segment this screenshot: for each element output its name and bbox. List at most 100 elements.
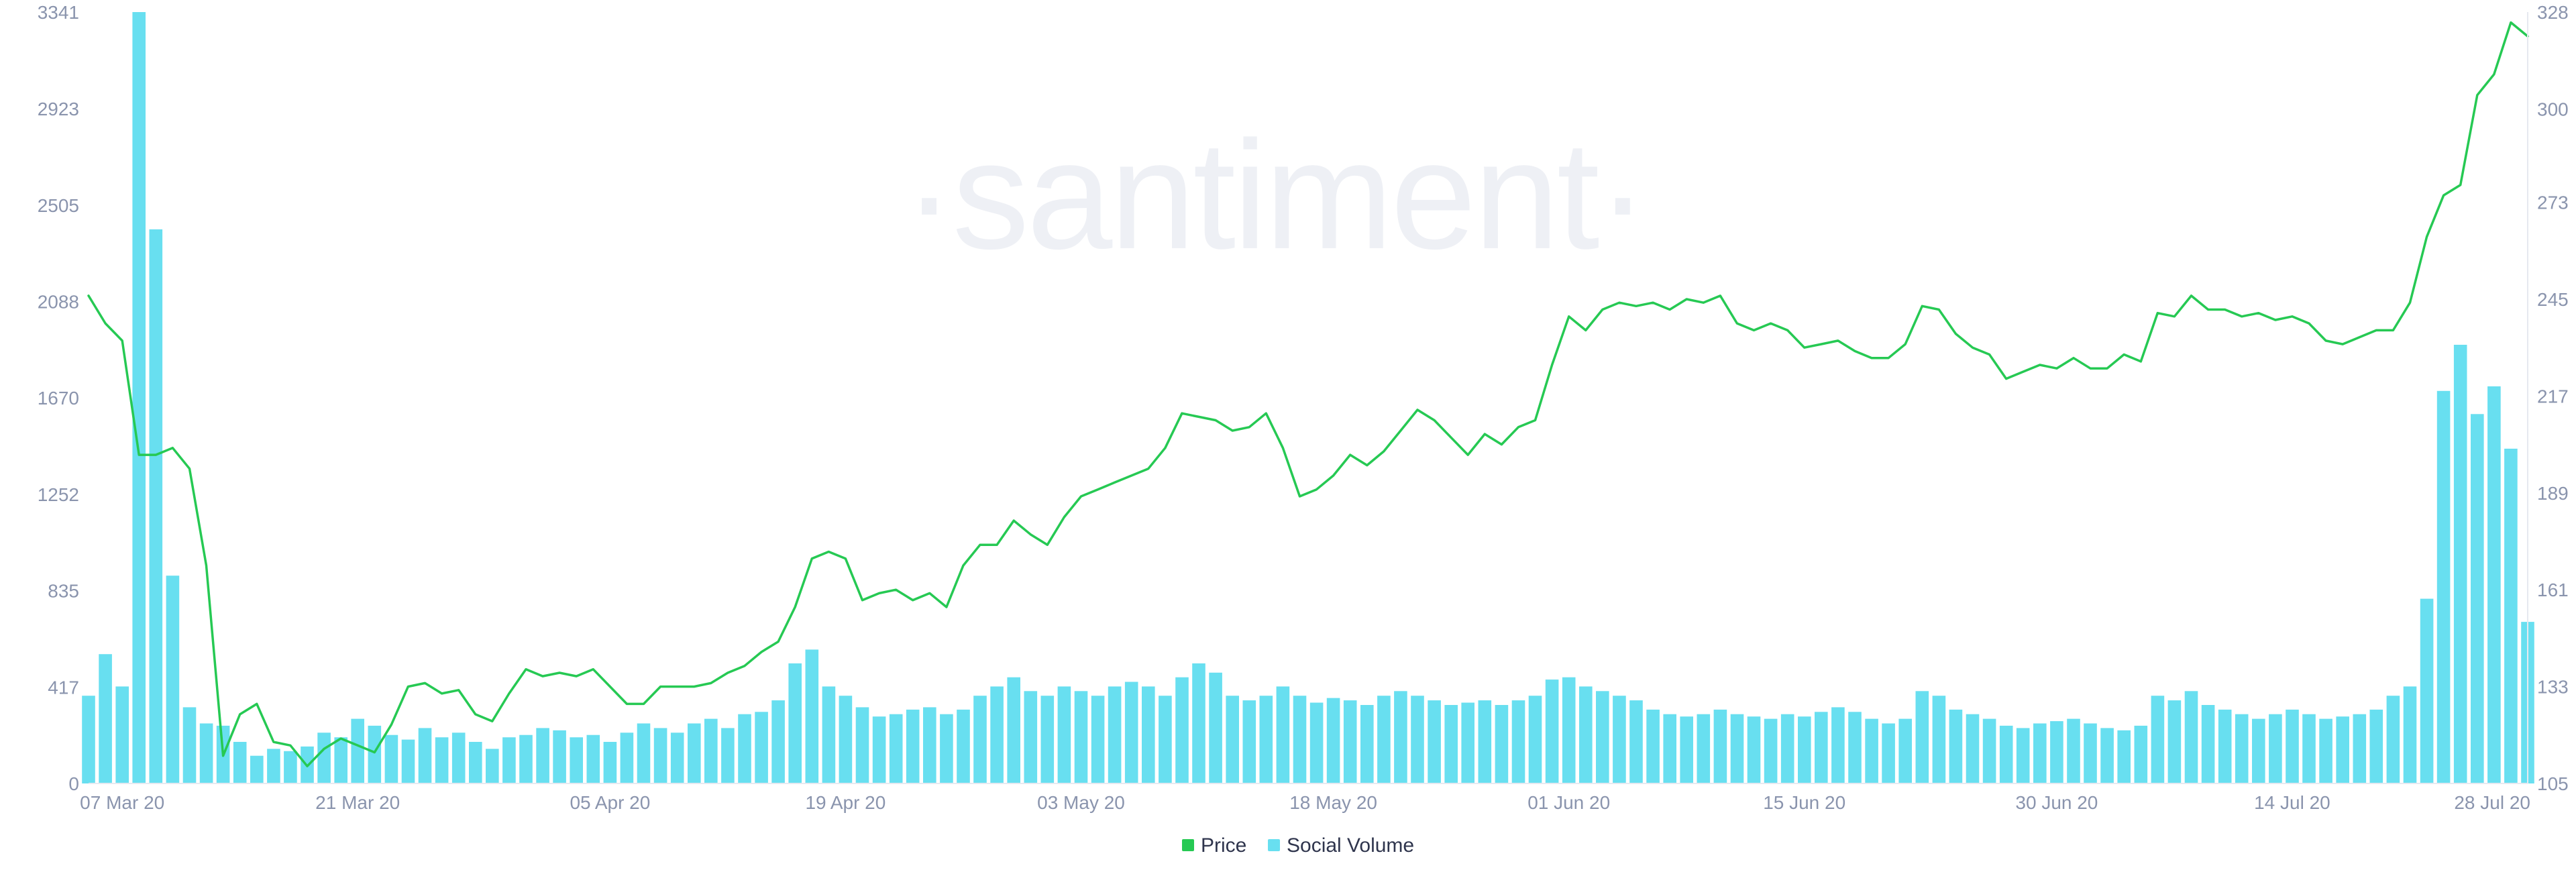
social-volume-bar — [872, 716, 886, 783]
social-volume-bar — [1024, 691, 1038, 783]
social-volume-bar — [317, 732, 331, 783]
x-axis-tick-label: 30 Jun 20 — [2015, 792, 2098, 813]
social-volume-bar — [451, 732, 466, 783]
social-volume-bar — [2453, 345, 2467, 783]
right-axis-tick-label: 161 — [2537, 580, 2569, 600]
social-volume-bar — [1057, 686, 1071, 783]
social-volume-bar — [132, 12, 146, 783]
legend-social-volume-label[interactable]: Social Volume — [1287, 834, 1414, 857]
social-volume-bar — [2436, 390, 2451, 783]
social-volume-bar — [688, 723, 701, 783]
social-volume-bar — [1142, 686, 1155, 783]
social-volume-bar — [2403, 686, 2417, 783]
social-volume-bar — [1949, 709, 1963, 783]
social-volume-bar — [653, 728, 667, 783]
social-volume-bar — [940, 714, 953, 783]
social-volume-bar — [906, 709, 920, 783]
social-volume-bar — [1764, 718, 1778, 783]
left-axis-tick-label: 0 — [68, 773, 79, 794]
right-axis-tick-label: 105 — [2537, 773, 2569, 794]
legend-price-label[interactable]: Price — [1201, 834, 1246, 857]
social-volume-bar — [1798, 716, 1811, 783]
social-volume-bar — [1276, 686, 1290, 783]
x-axis-tick-label: 14 Jul 20 — [2254, 792, 2330, 813]
x-axis-ticks: 07 Mar 20 21 Mar 20 05 Apr 20 19 Apr 20 03 M… — [80, 792, 2530, 813]
right-axis-tick-label: 189 — [2537, 483, 2569, 504]
social-volume-bar — [1780, 714, 1794, 783]
social-volume-bar — [2218, 709, 2232, 783]
legend-social-volume-swatch — [1268, 839, 1280, 851]
social-volume-bar — [1309, 702, 1324, 783]
social-volume-bar — [2353, 714, 2367, 783]
social-volume-bar — [1831, 707, 1845, 783]
social-volume-bar — [1444, 705, 1458, 783]
right-axis-tick-label: 245 — [2537, 289, 2569, 310]
social-volume-bar — [1377, 696, 1391, 783]
social-volume-bar — [166, 576, 180, 783]
social-volume-bar — [788, 663, 802, 783]
left-axis-tick-label: 417 — [48, 677, 79, 698]
social-volume-bars — [82, 12, 2534, 783]
social-volume-bar — [1646, 709, 1660, 783]
social-volume-bar — [1579, 686, 1593, 783]
social-volume-bar — [536, 728, 549, 783]
social-volume-bar — [418, 728, 432, 783]
social-volume-bar — [519, 734, 533, 783]
social-volume-bar — [1865, 718, 1878, 783]
social-volume-bar — [2386, 696, 2400, 783]
social-volume-bar — [1360, 705, 1374, 783]
social-volume-bar — [603, 742, 617, 783]
social-volume-bar — [199, 723, 213, 783]
social-volume-bar — [1848, 712, 1862, 783]
right-axis-tick-label: 273 — [2537, 193, 2569, 213]
left-axis-tick-label: 1670 — [38, 388, 79, 408]
social-volume-bar — [855, 707, 869, 783]
social-volume-bar — [368, 725, 382, 783]
social-volume-bar — [620, 732, 634, 783]
social-volume-bar — [384, 734, 398, 783]
right-axis-tick-label: 300 — [2537, 99, 2569, 119]
social-volume-bar — [1915, 691, 1929, 783]
social-volume-bar — [839, 696, 853, 783]
social-volume-bar — [1343, 700, 1357, 783]
social-volume-bar — [1428, 700, 1441, 783]
right-axis-tick-label: 217 — [2537, 386, 2569, 406]
social-volume-bar — [2201, 705, 2215, 783]
social-volume-bar — [1663, 714, 1676, 783]
social-volume-bar — [738, 714, 751, 783]
santiment-watermark: ·santiment· — [904, 109, 1646, 281]
social-volume-bar — [2269, 714, 2282, 783]
social-volume-bar — [2487, 386, 2501, 783]
social-volume-bar — [233, 742, 247, 783]
social-volume-bar — [1192, 663, 1205, 783]
social-volume-bar — [2033, 723, 2047, 783]
social-volume-bar — [1562, 677, 1576, 783]
social-volume-bar — [1999, 725, 2013, 783]
social-volume-bar — [1882, 723, 1895, 783]
social-volume-bar — [1511, 700, 1525, 783]
social-volume-bar — [637, 723, 651, 783]
social-volume-bar — [1680, 716, 1693, 783]
x-axis-tick-label: 05 Apr 20 — [570, 792, 650, 813]
social-volume-bar — [2067, 718, 2080, 783]
social-volume-bar — [1461, 702, 1474, 783]
social-volume-bar — [957, 709, 970, 783]
social-volume-bar — [1091, 696, 1105, 783]
social-volume-bar — [82, 696, 95, 783]
social-volume-bar — [182, 707, 197, 783]
left-axis-tick-label: 1252 — [38, 484, 79, 505]
social-volume-bar — [2151, 696, 2165, 783]
social-volume-bar — [2471, 414, 2484, 783]
social-volume-bar — [2336, 716, 2349, 783]
social-volume-bar — [2167, 700, 2182, 783]
social-volume-bar — [435, 737, 449, 783]
left-axis-tick-label: 2923 — [38, 99, 79, 119]
social-volume-bar — [1175, 677, 1189, 783]
social-volume-bar — [2420, 598, 2434, 783]
social-volume-bar — [2319, 718, 2332, 783]
social-volume-bar — [1596, 691, 1609, 783]
social-volume-bar — [2134, 725, 2148, 783]
social-volume-bar — [2302, 714, 2316, 783]
social-volume-bar — [1226, 696, 1239, 783]
